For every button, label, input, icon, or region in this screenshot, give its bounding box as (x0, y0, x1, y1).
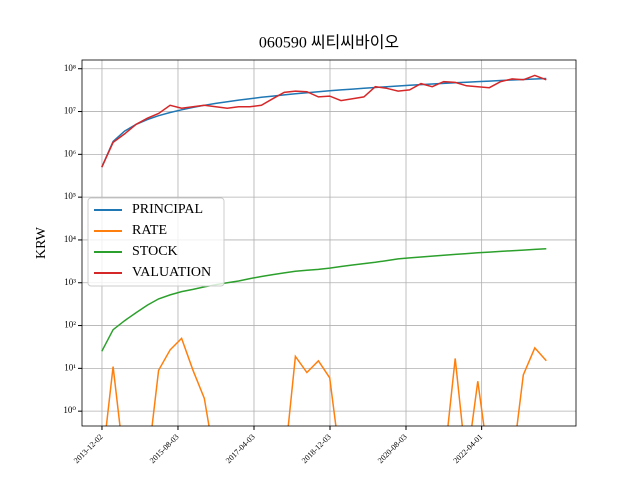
series-line (101, 77, 547, 168)
plot-lines (101, 74, 547, 426)
plot-frame (81, 59, 577, 427)
y-tick-label: 10¹ (64, 362, 76, 372)
legend: PRINCIPAL RATE STOCK VALUATION (87, 197, 225, 287)
y-tick-label: 10⁸ (64, 63, 76, 73)
legend-label: STOCK (132, 244, 178, 259)
y-tick-label: 10² (64, 320, 76, 330)
y-tick-label: 10⁷ (64, 106, 76, 116)
legend-box (87, 197, 225, 287)
series-line (101, 74, 547, 168)
series-line (101, 248, 547, 352)
legend-label: PRINCIPAL (132, 202, 203, 217)
legend-label: VALUATION (132, 265, 211, 280)
legend-label: RATE (132, 223, 167, 238)
chart-title: 060590 씨티씨바이오 (259, 34, 399, 52)
y-tick-label: 10⁰ (63, 405, 76, 415)
series-line (105, 337, 547, 426)
y-tick-label: 10³ (64, 277, 76, 287)
y-tick-label: 10⁶ (64, 148, 76, 158)
y-axis-label: KRW (34, 226, 49, 259)
y-tick-label: 10⁵ (64, 191, 76, 201)
y-tick-label: 10⁴ (64, 234, 76, 244)
